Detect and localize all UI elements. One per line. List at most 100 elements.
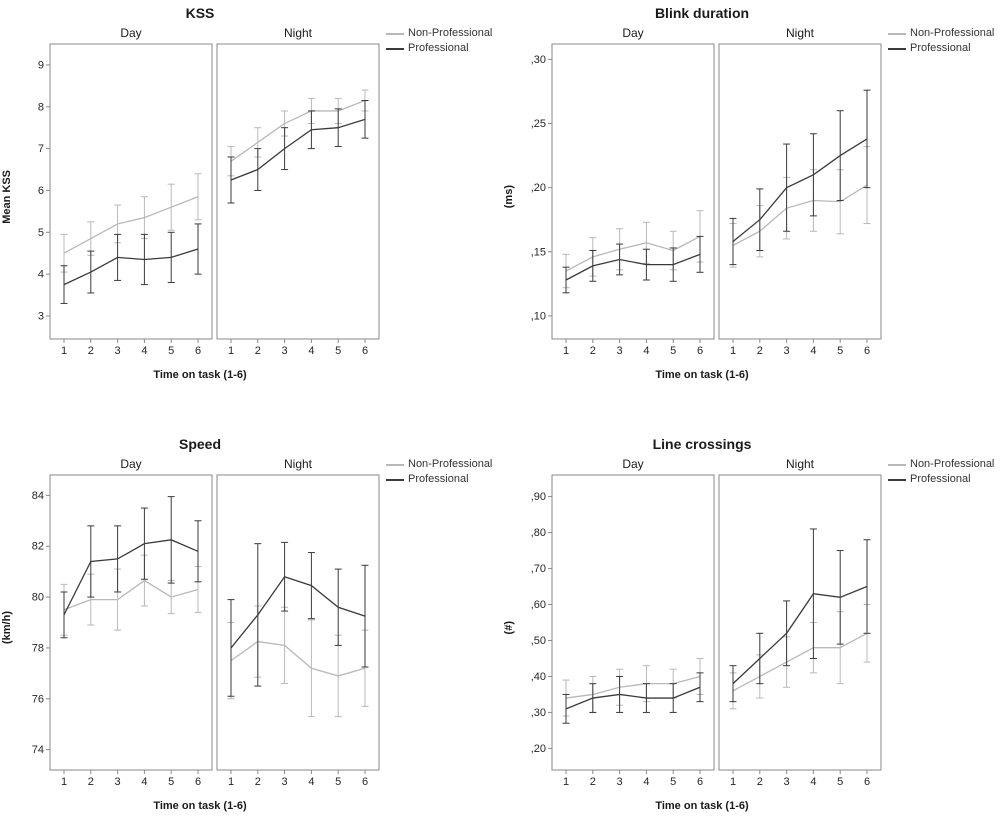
svg-text:Night: Night	[284, 457, 313, 471]
svg-text:78: 78	[32, 642, 44, 654]
svg-text:4: 4	[141, 776, 147, 788]
svg-text:1: 1	[563, 345, 569, 357]
legend-line-professional-icon	[386, 478, 404, 481]
legend-label: Non-Professional	[408, 27, 493, 39]
svg-text:4: 4	[308, 345, 314, 357]
x-axis-label: Time on task (1-6)	[153, 800, 247, 812]
svg-text:Night: Night	[284, 26, 313, 40]
svg-text:,60: ,60	[531, 599, 546, 611]
svg-text:,20: ,20	[531, 182, 546, 194]
svg-text:,90: ,90	[531, 491, 546, 503]
svg-text:Day: Day	[120, 26, 141, 40]
legend-line-nonprofessional-icon	[888, 32, 906, 35]
svg-text:1: 1	[563, 776, 569, 788]
chart-kss: KSS Non-Professional Professional Mean K…	[0, 2, 502, 381]
svg-text:2: 2	[757, 776, 763, 788]
legend-line-nonprofessional-icon	[386, 463, 404, 466]
svg-text:,10: ,10	[531, 310, 546, 322]
svg-text:6: 6	[195, 776, 201, 788]
svg-text:2: 2	[88, 345, 94, 357]
legend: Non-Professional Professional	[888, 457, 1004, 487]
legend-line-nonprofessional-icon	[386, 32, 404, 35]
svg-text:74: 74	[32, 744, 44, 756]
svg-text:4: 4	[38, 269, 44, 281]
svg-text:4: 4	[643, 345, 649, 357]
plot-area: Day 1 2 3 4 5 6 ,20 ,30 ,40 ,50 ,60 ,70 ,80 ,90 Night 1 2…	[531, 457, 882, 788]
y-axis-label-text: (ms)	[503, 184, 515, 209]
svg-text:5: 5	[837, 345, 843, 357]
svg-text:Day: Day	[120, 457, 141, 471]
svg-text:4: 4	[810, 776, 816, 788]
svg-text:82: 82	[32, 541, 44, 553]
legend-line-professional-icon	[386, 47, 404, 50]
svg-text:1: 1	[61, 345, 67, 357]
svg-text:Day: Day	[622, 26, 643, 40]
legend-line-professional-icon	[888, 47, 906, 50]
svg-text:5: 5	[837, 776, 843, 788]
svg-text:,40: ,40	[531, 671, 546, 683]
svg-text:Night: Night	[786, 26, 815, 40]
svg-text:5: 5	[168, 776, 174, 788]
svg-text:1: 1	[61, 776, 67, 788]
svg-text:6: 6	[38, 185, 44, 197]
chart-blink-duration: Blink duration Non-Professional Professi…	[502, 2, 1004, 381]
svg-text:6: 6	[362, 776, 368, 788]
svg-text:4: 4	[643, 776, 649, 788]
y-axis-label-text: (#)	[503, 620, 515, 635]
legend: Non-Professional Professional	[386, 457, 502, 487]
svg-text:4: 4	[308, 776, 314, 788]
plot-area: Day 1 2 3 4 5 6 ,10 ,15 ,20 ,25 ,30 Night 1 2 3 4 5 6	[531, 26, 882, 357]
legend-item-professional: Professional	[888, 472, 1004, 487]
legend: Non-Professional Professional	[386, 26, 502, 56]
svg-text:5: 5	[38, 227, 44, 239]
legend-item-nonprofessional: Non-Professional	[386, 457, 502, 472]
x-axis-label: Time on task (1-6)	[655, 369, 749, 381]
svg-text:3: 3	[617, 345, 623, 357]
y-axis-label: (km/h)	[0, 455, 14, 800]
svg-text:84: 84	[32, 490, 44, 502]
y-axis-label: Mean KSS	[0, 24, 14, 369]
legend-item-nonprofessional: Non-Professional	[888, 457, 1004, 472]
svg-text:5: 5	[670, 776, 676, 788]
plot-area: Day 1 2 3 4 5 6 74 76 78 80 82 84 Night 1 2 3 4 5 6	[32, 457, 380, 788]
plot-area: Day 1 2 3 4 5 6 3 4 5 6 7 8 9 Night 1 2 3 4 5 6	[38, 26, 380, 357]
svg-text:6: 6	[195, 345, 201, 357]
svg-text:3: 3	[784, 776, 790, 788]
x-axis-label: Time on task (1-6)	[655, 800, 749, 812]
svg-text:4: 4	[141, 345, 147, 357]
chart-title: Blink duration	[654, 5, 750, 21]
svg-text:8: 8	[38, 101, 44, 113]
legend-label: Professional	[408, 42, 469, 54]
svg-text:6: 6	[864, 345, 870, 357]
plot-row: (ms) Day 1 2 3 4 5 6 ,10 ,15 ,20 ,25 ,30 Night 1 2 3 4 5 6	[502, 24, 1004, 369]
svg-text:76: 76	[32, 693, 44, 705]
svg-text:1: 1	[730, 345, 736, 357]
svg-text:,80: ,80	[531, 527, 546, 539]
legend: Non-Professional Professional	[888, 26, 1004, 56]
legend-label: Professional	[910, 42, 971, 54]
legend-label: Non-Professional	[910, 458, 995, 470]
svg-text:3: 3	[282, 776, 288, 788]
svg-text:,25: ,25	[531, 118, 546, 130]
svg-text:2: 2	[255, 776, 261, 788]
svg-text:3: 3	[38, 310, 44, 322]
svg-text:,70: ,70	[531, 563, 546, 575]
chart-line-crossings: Line crossings Non-Professional Professi…	[502, 433, 1004, 812]
svg-text:2: 2	[590, 345, 596, 357]
svg-text:80: 80	[32, 592, 44, 604]
legend-item-professional: Professional	[386, 472, 502, 487]
svg-text:,15: ,15	[531, 246, 546, 258]
svg-text:3: 3	[784, 345, 790, 357]
svg-text:2: 2	[590, 776, 596, 788]
svg-text:6: 6	[864, 776, 870, 788]
legend-label: Non-Professional	[910, 27, 995, 39]
legend-label: Professional	[910, 473, 971, 485]
legend-label: Professional	[408, 473, 469, 485]
chart-title: Line crossings	[652, 436, 752, 452]
svg-text:2: 2	[255, 345, 261, 357]
svg-text:5: 5	[670, 345, 676, 357]
svg-text:6: 6	[362, 345, 368, 357]
svg-text:3: 3	[115, 776, 121, 788]
y-axis-label: (#)	[502, 455, 516, 800]
